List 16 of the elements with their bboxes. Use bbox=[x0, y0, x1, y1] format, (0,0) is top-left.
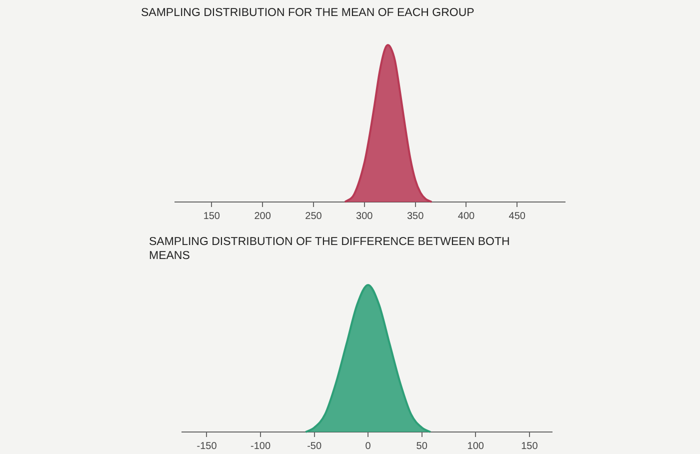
chart-title: SAMPLING DISTRIBUTION FOR THE MEAN OF EACH GROUP bbox=[141, 6, 476, 20]
x-tick-label: 50 bbox=[416, 440, 428, 452]
x-tick-label: 350 bbox=[406, 210, 424, 222]
x-tick-label: 200 bbox=[254, 210, 272, 222]
chart-title: SAMPLING DISTRIBUTION OF THE DIFFERENCE BETWEEN BOTH MEANS bbox=[149, 235, 511, 263]
x-tick-label: -50 bbox=[307, 440, 322, 452]
x-tick-label: 100 bbox=[467, 440, 484, 452]
x-tick-label: 150 bbox=[203, 210, 220, 222]
x-tick-label: 450 bbox=[508, 210, 526, 222]
x-tick-label: -100 bbox=[250, 440, 271, 452]
x-tick-label: 300 bbox=[356, 210, 374, 222]
x-tick-label: -150 bbox=[196, 440, 218, 452]
x-tick-label: 250 bbox=[305, 210, 322, 222]
x-tick-label: 400 bbox=[458, 210, 476, 222]
x-tick-label: 0 bbox=[365, 440, 372, 452]
x-tick-label: 150 bbox=[521, 440, 538, 452]
